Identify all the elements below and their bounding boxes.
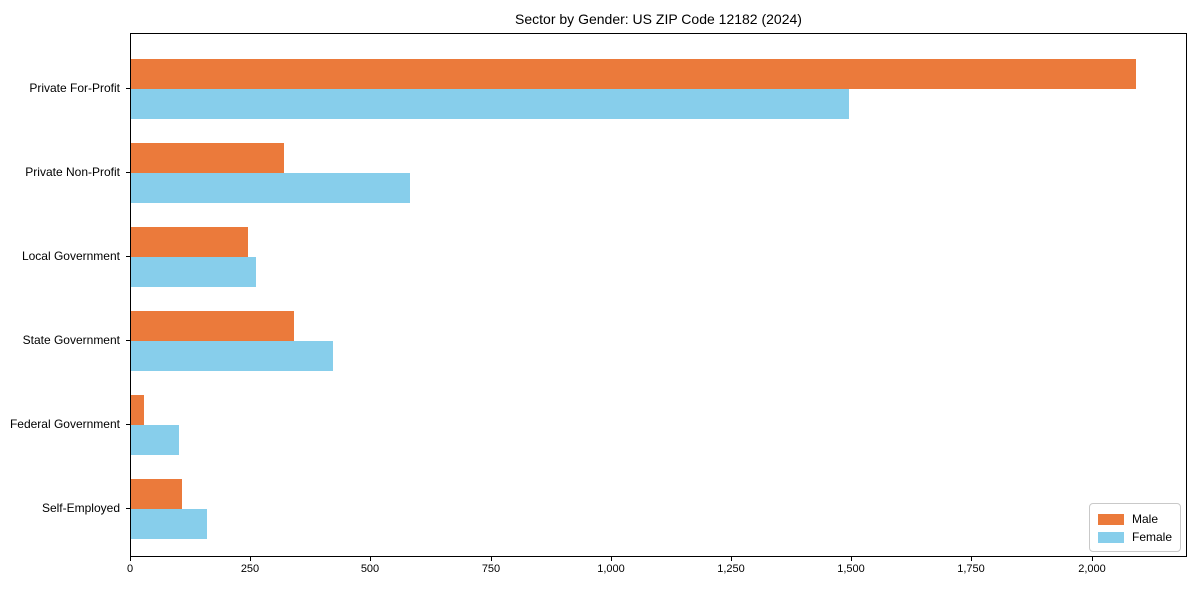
y-tick-label-4: Federal Government bbox=[9, 417, 120, 431]
x-tick-mark-6 bbox=[851, 557, 852, 561]
bar-male-0 bbox=[131, 59, 1136, 89]
y-tick-mark-5 bbox=[126, 508, 130, 509]
x-tick-label-4: 1,000 bbox=[597, 563, 625, 575]
x-tick-mark-4 bbox=[611, 557, 612, 561]
bar-female-2 bbox=[131, 257, 256, 287]
bar-male-3 bbox=[131, 311, 294, 341]
male-series-swatch bbox=[1098, 513, 1124, 525]
bar-male-1 bbox=[131, 143, 284, 173]
y-tick-mark-0 bbox=[126, 88, 130, 89]
x-tick-label-1: 250 bbox=[240, 563, 260, 575]
x-tick-label-6: 1,500 bbox=[837, 563, 865, 575]
bar-female-0 bbox=[131, 89, 849, 119]
bar-female-5 bbox=[131, 509, 207, 539]
x-tick-label-8: 2,000 bbox=[1078, 563, 1106, 575]
bar-male-2 bbox=[131, 227, 248, 257]
female-series-swatch bbox=[1098, 531, 1124, 543]
x-tick-label-0: 0 bbox=[126, 563, 134, 575]
legend-label-male: Male bbox=[1132, 512, 1159, 526]
bar-female-1 bbox=[131, 173, 410, 203]
x-tick-label-7: 1,750 bbox=[957, 563, 985, 575]
x-tick-mark-3 bbox=[491, 557, 492, 561]
x-tick-label-2: 500 bbox=[360, 563, 380, 575]
y-tick-mark-3 bbox=[126, 340, 130, 341]
y-tick-label-5: Self-Employed bbox=[41, 501, 120, 515]
x-tick-mark-1 bbox=[250, 557, 251, 561]
x-tick-mark-2 bbox=[370, 557, 371, 561]
chart-title: Sector by Gender: US ZIP Code 12182 (202… bbox=[515, 11, 802, 27]
y-tick-label-1: Private Non-Profit bbox=[25, 165, 120, 179]
bar-female-4 bbox=[131, 425, 179, 455]
x-tick-label-3: 750 bbox=[481, 563, 501, 575]
legend-item-female: Female bbox=[1098, 528, 1172, 546]
y-tick-mark-2 bbox=[126, 256, 130, 257]
y-tick-mark-1 bbox=[126, 172, 130, 173]
y-tick-mark-4 bbox=[126, 424, 130, 425]
bar-male-4 bbox=[131, 395, 144, 425]
y-tick-label-0: Private For-Profit bbox=[29, 81, 120, 95]
plot-area bbox=[130, 33, 1187, 557]
x-tick-mark-8 bbox=[1092, 557, 1093, 561]
x-tick-mark-0 bbox=[130, 557, 131, 561]
x-tick-mark-7 bbox=[971, 557, 972, 561]
legend-item-male: Male bbox=[1098, 510, 1172, 528]
y-tick-label-3: State Government bbox=[22, 333, 120, 347]
bar-female-3 bbox=[131, 341, 333, 371]
x-tick-mark-5 bbox=[731, 557, 732, 561]
y-tick-label-2: Local Government bbox=[21, 249, 120, 263]
x-tick-label-5: 1,250 bbox=[717, 563, 745, 575]
legend-label-female: Female bbox=[1132, 530, 1173, 544]
legend: Male Female bbox=[1089, 503, 1181, 552]
bar-male-5 bbox=[131, 479, 182, 509]
